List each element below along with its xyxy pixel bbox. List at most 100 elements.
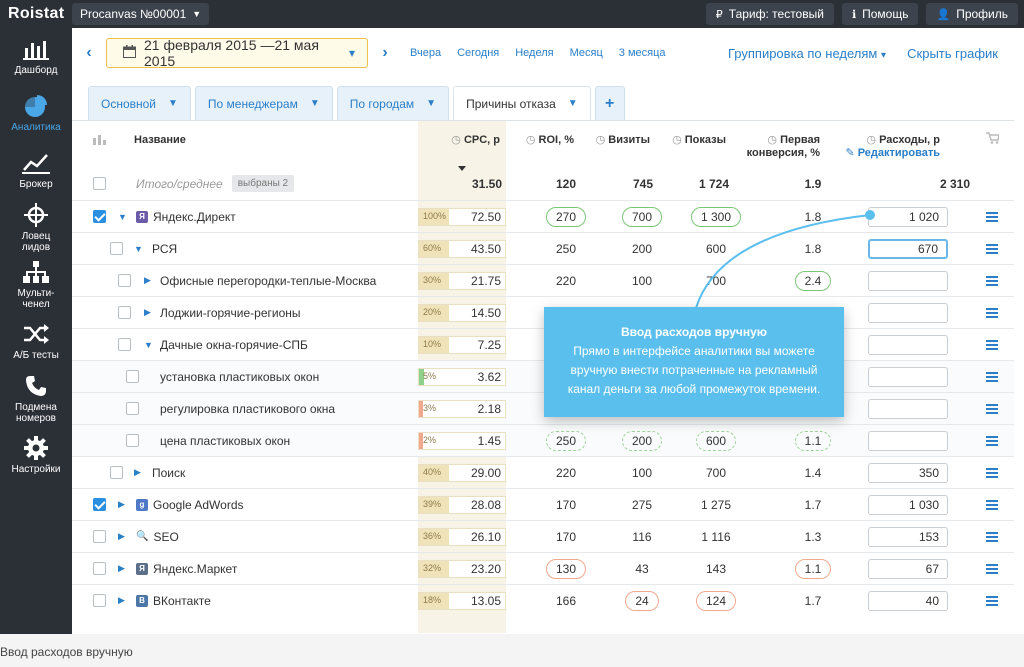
- next-period-icon[interactable]: ›: [382, 44, 388, 61]
- chart-toggle-icon[interactable]: [93, 134, 107, 148]
- row-checkbox[interactable]: [93, 594, 106, 607]
- row-menu-icon[interactable]: [986, 457, 998, 488]
- logo[interactable]: Roistat: [8, 5, 65, 22]
- expenses-input[interactable]: 153: [868, 527, 948, 547]
- sidebar-item-multichannel[interactable]: Мульти-ченел: [0, 256, 72, 313]
- caret-down-icon[interactable]: ▼: [144, 339, 153, 350]
- hide-chart-link[interactable]: Скрыть график: [907, 45, 998, 61]
- row-name[interactable]: установка пластиковых окон: [160, 361, 319, 392]
- tab-rejection-reasons[interactable]: Причины отказа ▼: [453, 86, 591, 120]
- row-checkbox[interactable]: [126, 434, 139, 447]
- column-name[interactable]: Название: [134, 134, 186, 146]
- row-checkbox[interactable]: [110, 466, 123, 479]
- tab-by-cities[interactable]: По городам ▼: [336, 86, 450, 120]
- expenses-input[interactable]: [868, 271, 948, 291]
- caret-right-icon[interactable]: ▶: [118, 531, 125, 541]
- tab-by-managers[interactable]: По менеджерам ▼: [194, 86, 333, 120]
- row-checkbox[interactable]: [118, 274, 131, 287]
- expenses-input[interactable]: 350: [868, 463, 948, 483]
- column-cpc[interactable]: ◷ CPC, р: [451, 134, 500, 146]
- row-menu-icon[interactable]: [986, 393, 998, 424]
- date-range-picker[interactable]: 21 февраля 2015 —21 мая 2015 ▾: [106, 37, 368, 69]
- tariff-button[interactable]: ₽ Тариф: тестовый: [705, 3, 834, 25]
- row-menu-icon[interactable]: [986, 201, 998, 232]
- sort-desc-icon[interactable]: [458, 166, 466, 171]
- table-row[interactable]: ▶ Поиск 40% 29.00 220 100 700 1.4 350: [72, 456, 1014, 488]
- table-row[interactable]: цена пластиковых окон 2% 1.45 250 200 600 1…: [72, 424, 1014, 456]
- expenses-input[interactable]: [868, 303, 948, 323]
- add-tab-button[interactable]: +: [594, 86, 625, 120]
- sidebar-item-analytics[interactable]: Аналитика: [0, 85, 72, 142]
- row-checkbox[interactable]: [126, 370, 139, 383]
- row-checkbox[interactable]: [118, 338, 131, 351]
- caret-right-icon[interactable]: ▶: [144, 307, 151, 317]
- row-checkbox[interactable]: [93, 210, 106, 223]
- column-expenses[interactable]: ◷ Расходы, р ✎ Редактировать: [845, 134, 940, 159]
- row-name[interactable]: регулировка пластикового окна: [160, 393, 335, 424]
- row-menu-icon[interactable]: [986, 233, 998, 264]
- expenses-input[interactable]: 670: [868, 239, 948, 259]
- row-checkbox[interactable]: [93, 498, 106, 511]
- column-shows[interactable]: ◷ Показы: [672, 134, 726, 146]
- period-today[interactable]: Сегодня: [457, 47, 500, 59]
- row-name[interactable]: B ВКонтакте: [136, 585, 211, 616]
- sidebar-item-lead-catcher[interactable]: Ловец лидов: [0, 199, 72, 256]
- row-menu-icon[interactable]: [986, 553, 998, 584]
- period-week[interactable]: Неделя: [515, 47, 554, 59]
- row-menu-icon[interactable]: [986, 297, 998, 328]
- help-button[interactable]: ℹ Помощь: [841, 3, 919, 25]
- row-menu-icon[interactable]: [986, 265, 998, 296]
- column-visits[interactable]: ◷ Визиты: [595, 134, 650, 146]
- row-menu-icon[interactable]: [986, 489, 998, 520]
- row-checkbox[interactable]: [93, 562, 106, 575]
- selected-badge[interactable]: выбраны 2: [231, 175, 295, 192]
- project-select[interactable]: Procanvas №00001 ▼: [72, 3, 210, 25]
- row-menu-icon[interactable]: [986, 329, 998, 360]
- cart-icon[interactable]: [986, 132, 1000, 147]
- row-menu-icon[interactable]: [986, 585, 998, 616]
- expenses-input[interactable]: [868, 367, 948, 387]
- row-name[interactable]: g Google AdWords: [136, 489, 244, 520]
- table-row[interactable]: ▶ 🔍 SEO 36% 26.10 170 116 1 116 1.3 153: [72, 520, 1014, 552]
- row-name[interactable]: 🔍 SEO: [136, 521, 179, 552]
- row-name[interactable]: Дачные окна-горячие-СПБ: [160, 329, 308, 360]
- table-row[interactable]: установка пластиковых окон 5% 3.62: [72, 360, 1014, 392]
- sidebar-item-dashboard[interactable]: Дашборд: [0, 28, 72, 85]
- row-name[interactable]: Офисные перегородки-теплые-Москва: [160, 265, 376, 296]
- sidebar-item-settings[interactable]: Настройки: [0, 427, 72, 484]
- tab-main[interactable]: Основной ▼: [88, 86, 191, 120]
- row-name[interactable]: Лоджии-горячие-регионы: [160, 297, 301, 328]
- row-name[interactable]: Я Яндекс.Директ: [136, 201, 236, 232]
- expenses-input[interactable]: 67: [868, 559, 948, 579]
- table-row[interactable]: ▶ Лоджии-горячие-регионы 20% 14.50: [72, 296, 1014, 328]
- expenses-input[interactable]: 1 020: [868, 207, 948, 227]
- table-row[interactable]: ▼ Дачные окна-горячие-СПБ 10% 7.25: [72, 328, 1014, 360]
- expenses-input[interactable]: 40: [868, 591, 948, 611]
- row-name[interactable]: Поиск: [152, 457, 185, 488]
- sidebar-item-call-tracking[interactable]: Подмена номеров: [0, 370, 72, 427]
- caret-down-icon[interactable]: ▼: [118, 211, 127, 222]
- caret-right-icon[interactable]: ▶: [134, 467, 141, 477]
- caret-down-icon[interactable]: ▼: [134, 243, 143, 254]
- row-checkbox[interactable]: [93, 530, 106, 543]
- grouping-select[interactable]: Группировка по неделям ▾: [727, 45, 886, 61]
- table-row[interactable]: регулировка пластикового окна 3% 2.18: [72, 392, 1014, 424]
- sidebar-item-broker[interactable]: Брокер: [0, 142, 72, 199]
- row-checkbox[interactable]: [110, 242, 123, 255]
- period-3-months[interactable]: 3 месяца: [618, 47, 666, 59]
- row-menu-icon[interactable]: [986, 361, 998, 392]
- table-row[interactable]: ▶ Я Яндекс.Маркет 32% 23.20 130 43 143 1.1 67: [72, 552, 1014, 584]
- row-name[interactable]: Я Яндекс.Маркет: [136, 553, 237, 584]
- expenses-input[interactable]: 1 030: [868, 495, 948, 515]
- period-month[interactable]: Месяц: [569, 47, 603, 59]
- profile-button[interactable]: 👤 Профиль: [926, 3, 1018, 25]
- caret-right-icon[interactable]: ▶: [118, 499, 125, 509]
- table-row[interactable]: ▶ B ВКонтакте 18% 13.05 166 24 124 1.7 40: [72, 584, 1014, 616]
- row-menu-icon[interactable]: [986, 425, 998, 456]
- caret-right-icon[interactable]: ▶: [118, 563, 125, 573]
- table-row[interactable]: ▶ Офисные перегородки-теплые-Москва 30% 2…: [72, 264, 1014, 296]
- expenses-input[interactable]: [868, 431, 948, 451]
- row-name[interactable]: цена пластиковых окон: [160, 425, 290, 456]
- row-checkbox[interactable]: [126, 402, 139, 415]
- column-first-conversion[interactable]: ◷ Первая конверсия, %: [746, 134, 820, 159]
